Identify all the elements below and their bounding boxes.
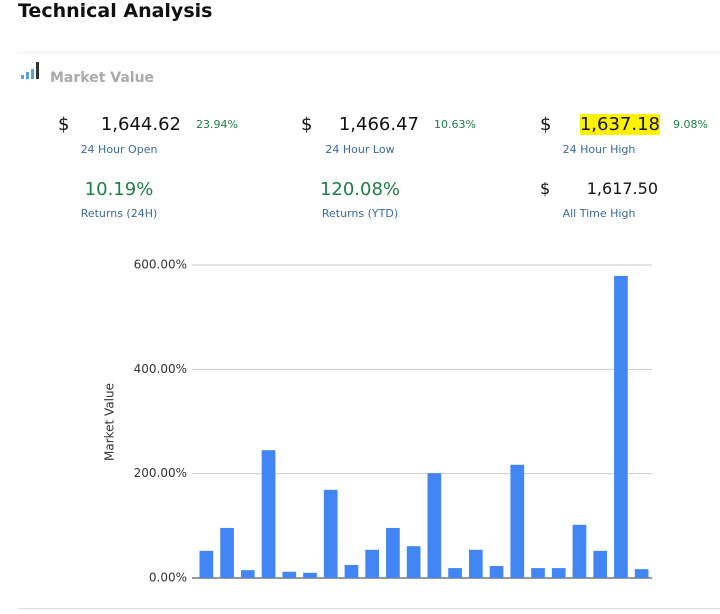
stat-label: 24 Hour Open bbox=[80, 143, 158, 156]
stat-value: 1,637.18 bbox=[579, 114, 660, 135]
stat-label: 24 Hour Low bbox=[325, 143, 395, 156]
y-tick-label: 200.00% bbox=[134, 466, 187, 480]
bar bbox=[614, 275, 628, 578]
bar bbox=[427, 473, 442, 578]
stat-value: 120.08% bbox=[319, 179, 401, 200]
stat-change: 10.63% bbox=[434, 118, 476, 131]
panel-title: Market Value bbox=[50, 70, 155, 86]
bar bbox=[386, 527, 400, 578]
stat-label: 24 Hour High bbox=[562, 143, 636, 156]
bar bbox=[510, 464, 525, 578]
bar bbox=[323, 489, 338, 578]
bar bbox=[282, 571, 297, 578]
stat-value: 10.19% bbox=[84, 179, 154, 200]
bar bbox=[448, 568, 462, 578]
bar bbox=[572, 524, 587, 578]
stat-value: 1,644.62 bbox=[100, 114, 181, 135]
stat-change: 23.94% bbox=[196, 118, 238, 131]
page-title: Technical Analysis bbox=[18, 0, 213, 22]
bar bbox=[468, 549, 483, 578]
currency: $ bbox=[301, 114, 313, 135]
stat-label: All Time High bbox=[562, 207, 636, 220]
bar bbox=[365, 549, 380, 578]
panel-icon bbox=[21, 62, 39, 79]
y-tick-label: 600.00% bbox=[134, 258, 187, 272]
currency: $ bbox=[540, 179, 551, 198]
bar bbox=[406, 546, 421, 578]
stat-label: Returns (24H) bbox=[80, 207, 158, 220]
bar bbox=[220, 527, 234, 578]
bar bbox=[199, 550, 214, 578]
panel bbox=[18, 52, 720, 609]
stat-value: 1,466.47 bbox=[338, 114, 419, 135]
stat-change: 9.08% bbox=[673, 118, 708, 131]
y-tick-label: 400.00% bbox=[134, 362, 187, 376]
bar bbox=[593, 550, 608, 578]
y-axis-label: Market Value bbox=[103, 383, 117, 461]
bar bbox=[261, 450, 276, 578]
bar bbox=[240, 570, 255, 578]
bar bbox=[489, 566, 504, 578]
bar bbox=[551, 568, 566, 578]
y-tick-label: 0.00% bbox=[149, 571, 187, 585]
currency: $ bbox=[58, 114, 70, 135]
bar bbox=[531, 568, 545, 578]
bar bbox=[303, 572, 317, 578]
bar bbox=[344, 564, 359, 578]
stat-label: Returns (YTD) bbox=[321, 207, 399, 220]
bar bbox=[634, 569, 649, 578]
currency: $ bbox=[540, 114, 552, 135]
stat-value: 1,617.50 bbox=[586, 179, 658, 198]
